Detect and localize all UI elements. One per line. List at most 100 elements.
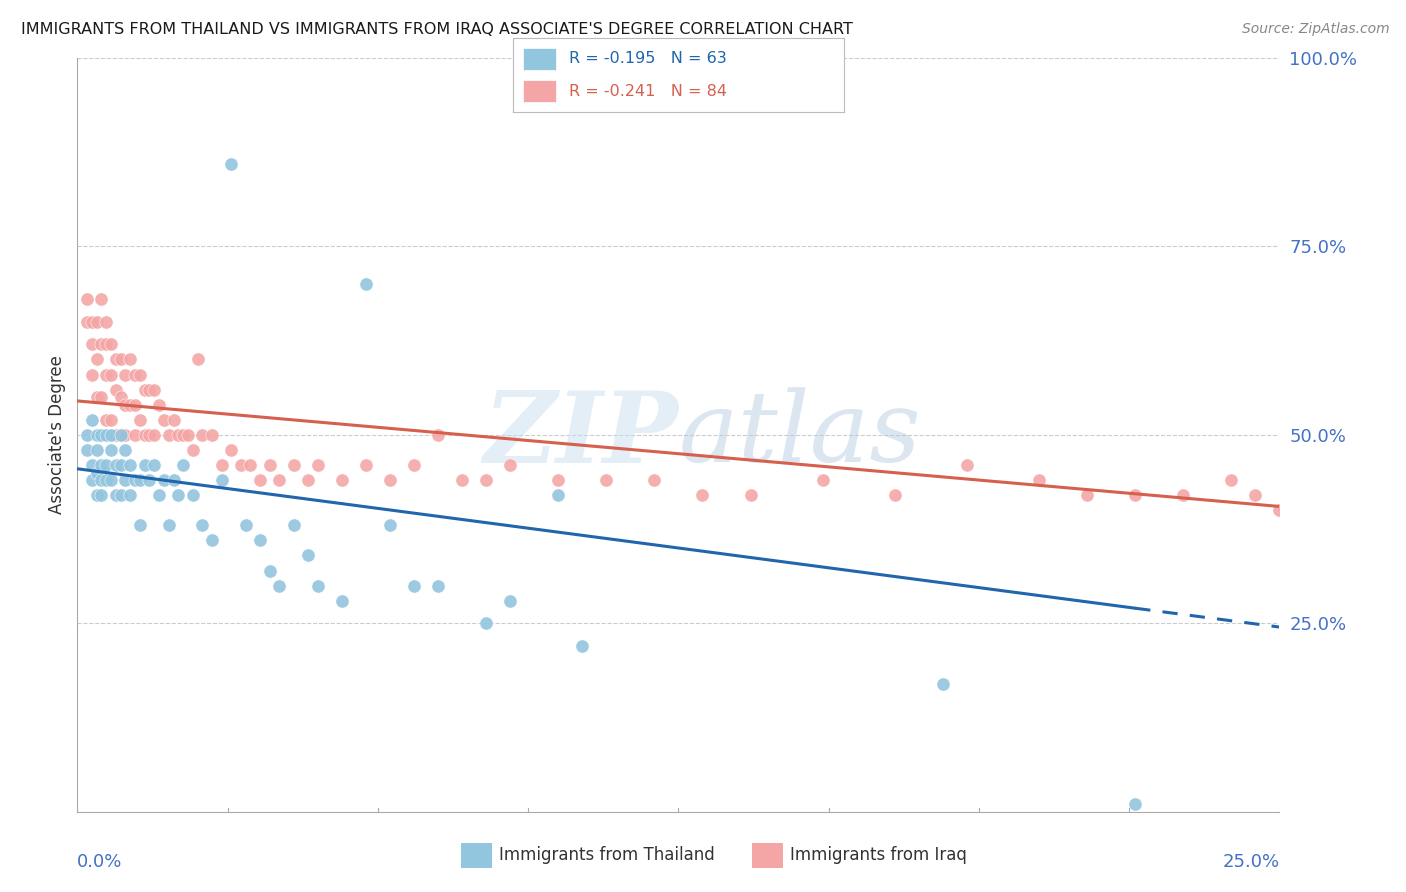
Point — [114, 428, 136, 442]
Point — [128, 368, 150, 382]
Text: ZIP: ZIP — [484, 386, 679, 483]
Point — [162, 473, 184, 487]
Point — [427, 579, 450, 593]
Point — [427, 428, 450, 442]
Point — [100, 368, 122, 382]
Point — [1123, 488, 1146, 502]
Point — [96, 428, 118, 442]
Point — [114, 398, 136, 412]
Point — [114, 442, 136, 457]
Point — [86, 428, 108, 442]
Point — [269, 579, 291, 593]
Point — [378, 473, 401, 487]
Point — [120, 352, 142, 367]
Point — [235, 518, 257, 533]
Point — [153, 473, 176, 487]
Point — [1220, 473, 1243, 487]
Point — [143, 458, 166, 472]
Point — [100, 337, 122, 351]
Point — [96, 337, 118, 351]
Point — [259, 458, 281, 472]
Point — [148, 398, 170, 412]
Point — [104, 428, 127, 442]
Point — [110, 458, 132, 472]
Point — [297, 549, 319, 563]
Text: Immigrants from Thailand: Immigrants from Thailand — [499, 847, 714, 864]
Point — [330, 473, 353, 487]
Point — [96, 458, 118, 472]
Point — [80, 368, 103, 382]
Point — [138, 383, 160, 397]
Point — [181, 442, 204, 457]
Point — [110, 428, 132, 442]
Point — [138, 473, 160, 487]
Point — [330, 593, 353, 607]
Point — [86, 390, 108, 404]
Point — [1028, 473, 1050, 487]
Point — [157, 518, 180, 533]
Point — [1076, 488, 1098, 502]
Point — [96, 473, 118, 487]
Point — [124, 368, 146, 382]
Point — [956, 458, 979, 472]
Text: Immigrants from Iraq: Immigrants from Iraq — [790, 847, 967, 864]
Point — [211, 473, 233, 487]
Text: 25.0%: 25.0% — [1222, 853, 1279, 871]
Point — [110, 488, 132, 502]
Point — [134, 428, 156, 442]
Point — [499, 593, 522, 607]
Point — [90, 390, 112, 404]
Point — [80, 458, 103, 472]
Point — [595, 473, 617, 487]
Point — [124, 473, 146, 487]
Point — [120, 488, 142, 502]
Point — [96, 368, 118, 382]
Point — [110, 428, 132, 442]
Point — [90, 473, 112, 487]
Point — [883, 488, 905, 502]
Point — [740, 488, 762, 502]
Point — [475, 616, 498, 631]
Point — [354, 458, 377, 472]
Point — [191, 428, 214, 442]
Point — [1268, 503, 1291, 517]
Point — [80, 473, 103, 487]
Point — [932, 676, 955, 690]
Point — [124, 428, 146, 442]
Point — [96, 315, 118, 329]
Point — [211, 458, 233, 472]
Text: Source: ZipAtlas.com: Source: ZipAtlas.com — [1241, 22, 1389, 37]
Point — [86, 442, 108, 457]
Point — [811, 473, 834, 487]
Point — [114, 368, 136, 382]
Point — [162, 413, 184, 427]
Point — [76, 442, 98, 457]
Point — [104, 352, 127, 367]
Point — [76, 292, 98, 306]
Point — [269, 473, 291, 487]
Point — [1244, 488, 1267, 502]
Point — [120, 398, 142, 412]
Point — [100, 413, 122, 427]
Point — [76, 315, 98, 329]
Point — [104, 383, 127, 397]
Point — [547, 473, 569, 487]
Point — [90, 292, 112, 306]
Point — [138, 428, 160, 442]
Point — [547, 488, 569, 502]
Point — [128, 518, 150, 533]
Point — [283, 458, 305, 472]
Text: R = -0.195   N = 63: R = -0.195 N = 63 — [569, 51, 727, 66]
Point — [177, 428, 200, 442]
Point — [259, 564, 281, 578]
Point — [100, 473, 122, 487]
Point — [354, 277, 377, 292]
Point — [307, 458, 329, 472]
Point — [201, 533, 224, 548]
Point — [1123, 797, 1146, 812]
Point — [104, 458, 127, 472]
Point — [1173, 488, 1195, 502]
Point — [110, 390, 132, 404]
Point — [90, 488, 112, 502]
Point — [297, 473, 319, 487]
